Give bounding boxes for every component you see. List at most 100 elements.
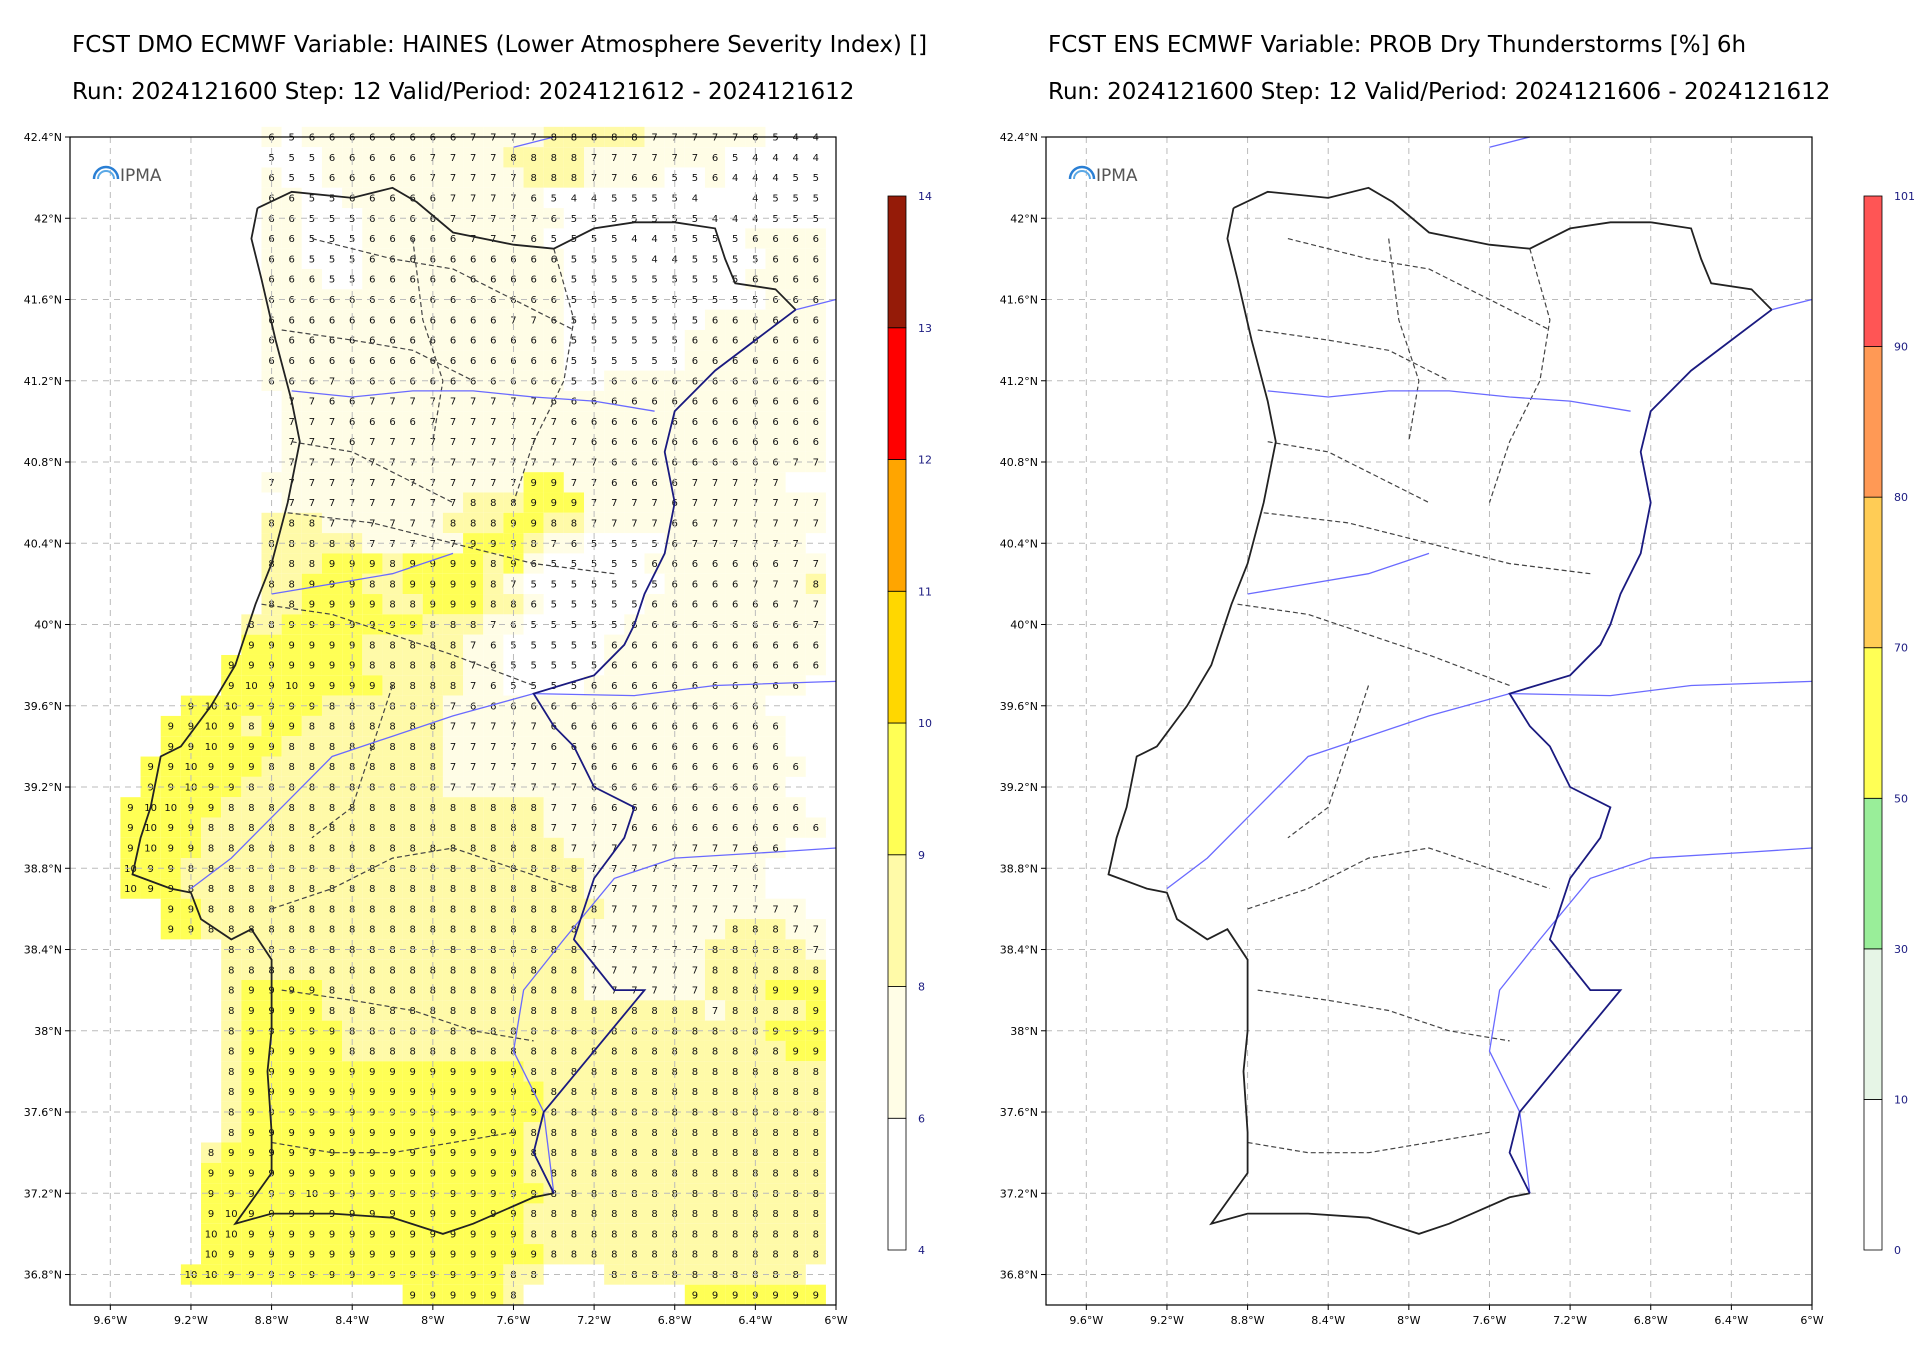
haines-cell-value: 5 [551, 620, 557, 631]
haines-cell [644, 167, 665, 188]
haines-cell-value: 9 [248, 1067, 254, 1078]
haines-cell [503, 797, 524, 818]
haines-cell [745, 573, 766, 595]
haines-cell-value: 5 [631, 193, 637, 204]
haines-cell [604, 512, 625, 534]
haines-cell-value: 6 [450, 295, 456, 306]
haines-cell [704, 431, 726, 452]
haines-cell-value: 6 [470, 295, 476, 306]
haines-cell-value: 9 [450, 1108, 456, 1119]
haines-cell-value: 8 [369, 1006, 375, 1017]
haines-colorbar-label: 6 [918, 1112, 925, 1125]
haines-cell [785, 329, 806, 351]
haines-cell [382, 715, 403, 737]
haines-cell-value: 8 [712, 1270, 718, 1281]
haines-cell [563, 594, 585, 615]
haines-cell [483, 167, 504, 188]
haines-cell [604, 147, 625, 168]
haines-cell-value: 7 [329, 417, 335, 428]
haines-cell-value: 8 [470, 803, 476, 814]
haines-lat-label: 38.4°N [24, 944, 62, 957]
haines-cell-value: 8 [792, 1108, 798, 1119]
haines-cell [362, 431, 383, 452]
haines-cell-value: 8 [208, 884, 214, 895]
haines-cell-value: 6 [389, 376, 395, 387]
haines-cell-value: 7 [813, 600, 819, 611]
haines-cell-value: 8 [470, 518, 476, 529]
haines-cell-value: 7 [692, 986, 698, 997]
haines-cell-value: 6 [651, 661, 657, 672]
haines-cell [382, 512, 403, 534]
prob-lon-label: 6.8°W [1634, 1314, 1668, 1327]
haines-cell-value: 6 [631, 762, 637, 773]
haines-cell [362, 553, 383, 574]
haines-cell-value: 6 [813, 234, 819, 245]
haines-cell-value: 9 [813, 1290, 819, 1301]
haines-cell [180, 797, 202, 818]
haines-cell-value: 8 [551, 1250, 557, 1261]
haines-cell [201, 817, 222, 838]
haines-cell-value: 7 [530, 397, 536, 408]
haines-cell-value: 7 [450, 214, 456, 225]
haines-cell-value: 7 [813, 498, 819, 509]
haines-cell [342, 451, 363, 473]
haines-cell-value: 6 [813, 823, 819, 834]
haines-cell-value: 5 [792, 214, 798, 225]
haines-cell-value: 8 [712, 1189, 718, 1200]
haines-cell-value: 8 [289, 843, 295, 854]
haines-cell-value: 7 [651, 518, 657, 529]
haines-cell [382, 472, 403, 493]
haines-cell-value: 6 [651, 823, 657, 834]
haines-cell [463, 776, 484, 798]
haines-cell-value: 6 [490, 701, 496, 712]
haines-cell-value: 6 [732, 579, 738, 590]
haines-cell [301, 147, 322, 168]
haines-cell-value: 8 [369, 783, 375, 794]
haines-cell [483, 715, 504, 737]
haines-cell [644, 736, 665, 757]
haines-cell [442, 776, 464, 798]
haines-cell [382, 634, 403, 655]
haines-colorbar-segment [887, 722, 907, 856]
haines-cell [644, 329, 665, 351]
haines-cell-value: 8 [772, 1087, 778, 1098]
haines-cell [704, 329, 726, 351]
haines-cell-value: 5 [631, 579, 637, 590]
haines-cell-value: 6 [409, 153, 415, 164]
haines-cell-value: 7 [651, 153, 657, 164]
haines-cell-value: 9 [470, 1290, 476, 1301]
haines-cell-value: 6 [651, 478, 657, 489]
haines-cell-value: 8 [772, 1108, 778, 1119]
haines-cell [684, 431, 705, 452]
haines-cell [503, 309, 524, 330]
haines-cell-value: 6 [651, 600, 657, 611]
haines-cell [362, 147, 383, 168]
haines-cell [684, 472, 705, 493]
haines-cell-value: 8 [551, 1148, 557, 1159]
haines-cell [503, 431, 524, 452]
haines-cell-value: 4 [692, 193, 698, 204]
haines-cell [725, 431, 746, 452]
haines-cell-value: 6 [309, 356, 315, 367]
haines-cell-value: 8 [530, 884, 536, 895]
haines-cell [604, 715, 625, 737]
haines-cell [725, 553, 746, 574]
haines-cell-value: 9 [369, 1229, 375, 1240]
haines-cell-value: 9 [168, 762, 174, 773]
haines-cell-value: 7 [551, 437, 557, 448]
haines-cell-value: 8 [732, 1108, 738, 1119]
haines-cell [543, 370, 564, 391]
haines-cell-value: 9 [309, 661, 315, 672]
haines-cell-value: 9 [208, 1168, 214, 1179]
haines-cell [301, 634, 322, 655]
haines-cell-value: 7 [611, 864, 617, 875]
prob-map[interactable]: 42.4°N42°N41.6°N41.2°N40.8°N40.4°N40°N39… [976, 0, 1928, 1359]
haines-map[interactable]: 6566666666777788888777776544555666667777… [0, 0, 964, 1359]
haines-cell [463, 634, 484, 655]
haines-cell [463, 472, 484, 493]
haines-cell-value: 8 [470, 1006, 476, 1017]
prob-lat-label: 42°N [1010, 212, 1038, 225]
haines-cell-value: 6 [409, 173, 415, 184]
haines-cell [321, 472, 343, 493]
haines-cell [704, 309, 726, 330]
